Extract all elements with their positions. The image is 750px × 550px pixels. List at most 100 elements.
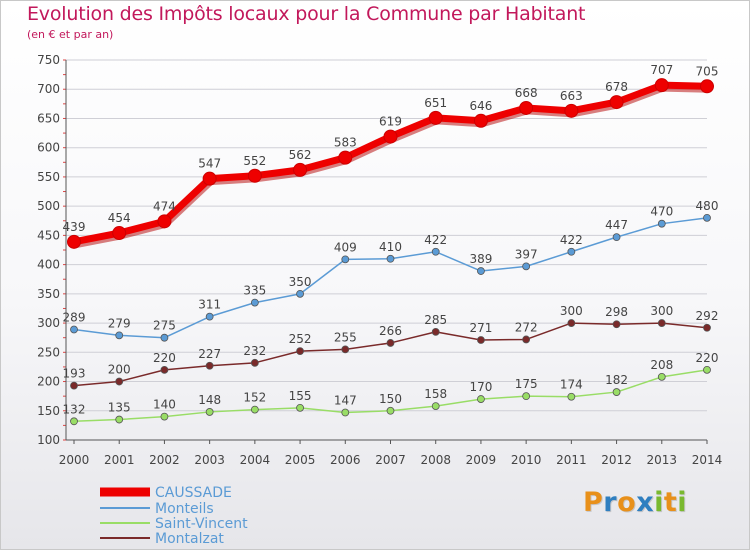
data-label: 646 (469, 99, 492, 113)
data-label: 170 (469, 380, 492, 394)
data-label: 252 (289, 332, 312, 346)
y-tick-label: 750 (37, 53, 60, 67)
data-point (612, 320, 621, 329)
data-point (654, 78, 669, 93)
x-tick-label: 2000 (59, 453, 90, 467)
x-tick-label: 2012 (601, 453, 632, 467)
series-caussade: 439 454 474 547 552 562 583 619 651 646 668 663 678 7… (63, 63, 718, 249)
data-label: 547 (198, 157, 221, 171)
data-label: 409 (334, 240, 357, 254)
data-label: 227 (198, 347, 221, 361)
data-label: 439 (63, 220, 86, 234)
data-point (250, 358, 259, 367)
data-point (657, 319, 666, 327)
data-label: 174 (560, 378, 583, 392)
data-label: 552 (243, 154, 266, 168)
x-tick-label: 2006 (330, 453, 361, 467)
logo-letter: t (663, 487, 678, 518)
data-point (431, 327, 440, 336)
legend-label: CAUSSADE (155, 485, 232, 501)
data-label: 175 (515, 377, 538, 391)
x-tick-label: 2001 (104, 453, 135, 467)
y-tick-label: 650 (37, 111, 60, 125)
data-label: 474 (153, 199, 176, 213)
proxiti-logo: Proxiti (583, 487, 687, 518)
data-point (431, 402, 440, 410)
x-tick-label: 2013 (647, 453, 678, 467)
data-point (296, 403, 304, 412)
data-point (431, 247, 440, 256)
logo-letter: P (583, 487, 604, 518)
data-point (477, 267, 485, 275)
data-point (115, 415, 124, 424)
data-label: 275 (153, 319, 176, 333)
data-label: 148 (198, 393, 221, 407)
data-point (703, 365, 711, 374)
y-tick-label: 200 (37, 375, 60, 389)
data-label: 147 (334, 394, 357, 408)
data-point (293, 162, 308, 177)
data-point (522, 262, 531, 271)
series-montalzat: 193 200 220 227 232 252 255 266 285 271 272 300 298 3… (63, 304, 718, 390)
data-point (296, 289, 304, 298)
data-label: 562 (289, 148, 312, 162)
data-label: 135 (108, 401, 131, 415)
data-label: 300 (560, 304, 583, 318)
data-label: 279 (108, 316, 131, 330)
y-tick-label: 400 (37, 258, 60, 272)
x-tick-label: 2008 (420, 453, 451, 467)
data-label: 663 (560, 89, 583, 103)
data-label: 410 (379, 240, 402, 254)
data-point (386, 339, 395, 347)
y-tick-label: 600 (37, 141, 60, 155)
logo-letter: i (654, 487, 664, 518)
data-point (296, 347, 304, 356)
y-tick-label: 500 (37, 199, 60, 213)
data-point (564, 103, 579, 118)
data-point (703, 323, 711, 332)
data-label: 583 (334, 136, 357, 150)
data-point (477, 336, 485, 344)
data-label: 447 (605, 218, 628, 232)
data-point (473, 113, 488, 128)
data-label: 182 (605, 373, 628, 387)
data-label: 289 (63, 311, 86, 325)
data-label: 208 (650, 358, 673, 372)
data-point (522, 392, 531, 401)
data-point (205, 408, 214, 416)
y-tick-label: 350 (37, 287, 60, 301)
logo-letter: o (617, 487, 637, 518)
data-point (657, 372, 666, 381)
data-point (567, 247, 576, 256)
y-tick-label: 550 (37, 170, 60, 184)
data-label: 132 (63, 402, 86, 416)
logo-letter: r (603, 487, 618, 518)
data-label: 152 (243, 391, 266, 405)
x-tick-label: 2004 (240, 453, 271, 467)
data-point (612, 388, 621, 396)
data-point (703, 213, 711, 222)
data-label: 266 (379, 324, 402, 338)
data-point (115, 331, 124, 340)
data-point (157, 214, 172, 229)
y-tick-label: 150 (37, 404, 60, 418)
data-label: 678 (605, 80, 628, 94)
data-point (341, 255, 350, 264)
data-point (700, 79, 714, 94)
data-label: 480 (696, 199, 719, 213)
data-point (567, 392, 576, 401)
y-tick-label: 100 (37, 433, 60, 447)
data-point (657, 219, 666, 228)
legend-label: Saint-Vincent (155, 516, 248, 532)
data-point (70, 325, 78, 334)
data-point (477, 395, 485, 403)
data-point (612, 233, 621, 242)
data-label: 668 (515, 86, 538, 100)
series-monteils: 289 279 275 311 335 350 409 410 422 389 397 422 447 4… (63, 199, 719, 342)
data-label: 454 (108, 211, 131, 225)
data-point (202, 171, 217, 186)
data-point (428, 110, 443, 125)
series-saint-vincent: 132 135 140 148 152 155 147 150 158 170 175 174 182 2… (63, 351, 718, 426)
data-label: 193 (63, 367, 86, 381)
